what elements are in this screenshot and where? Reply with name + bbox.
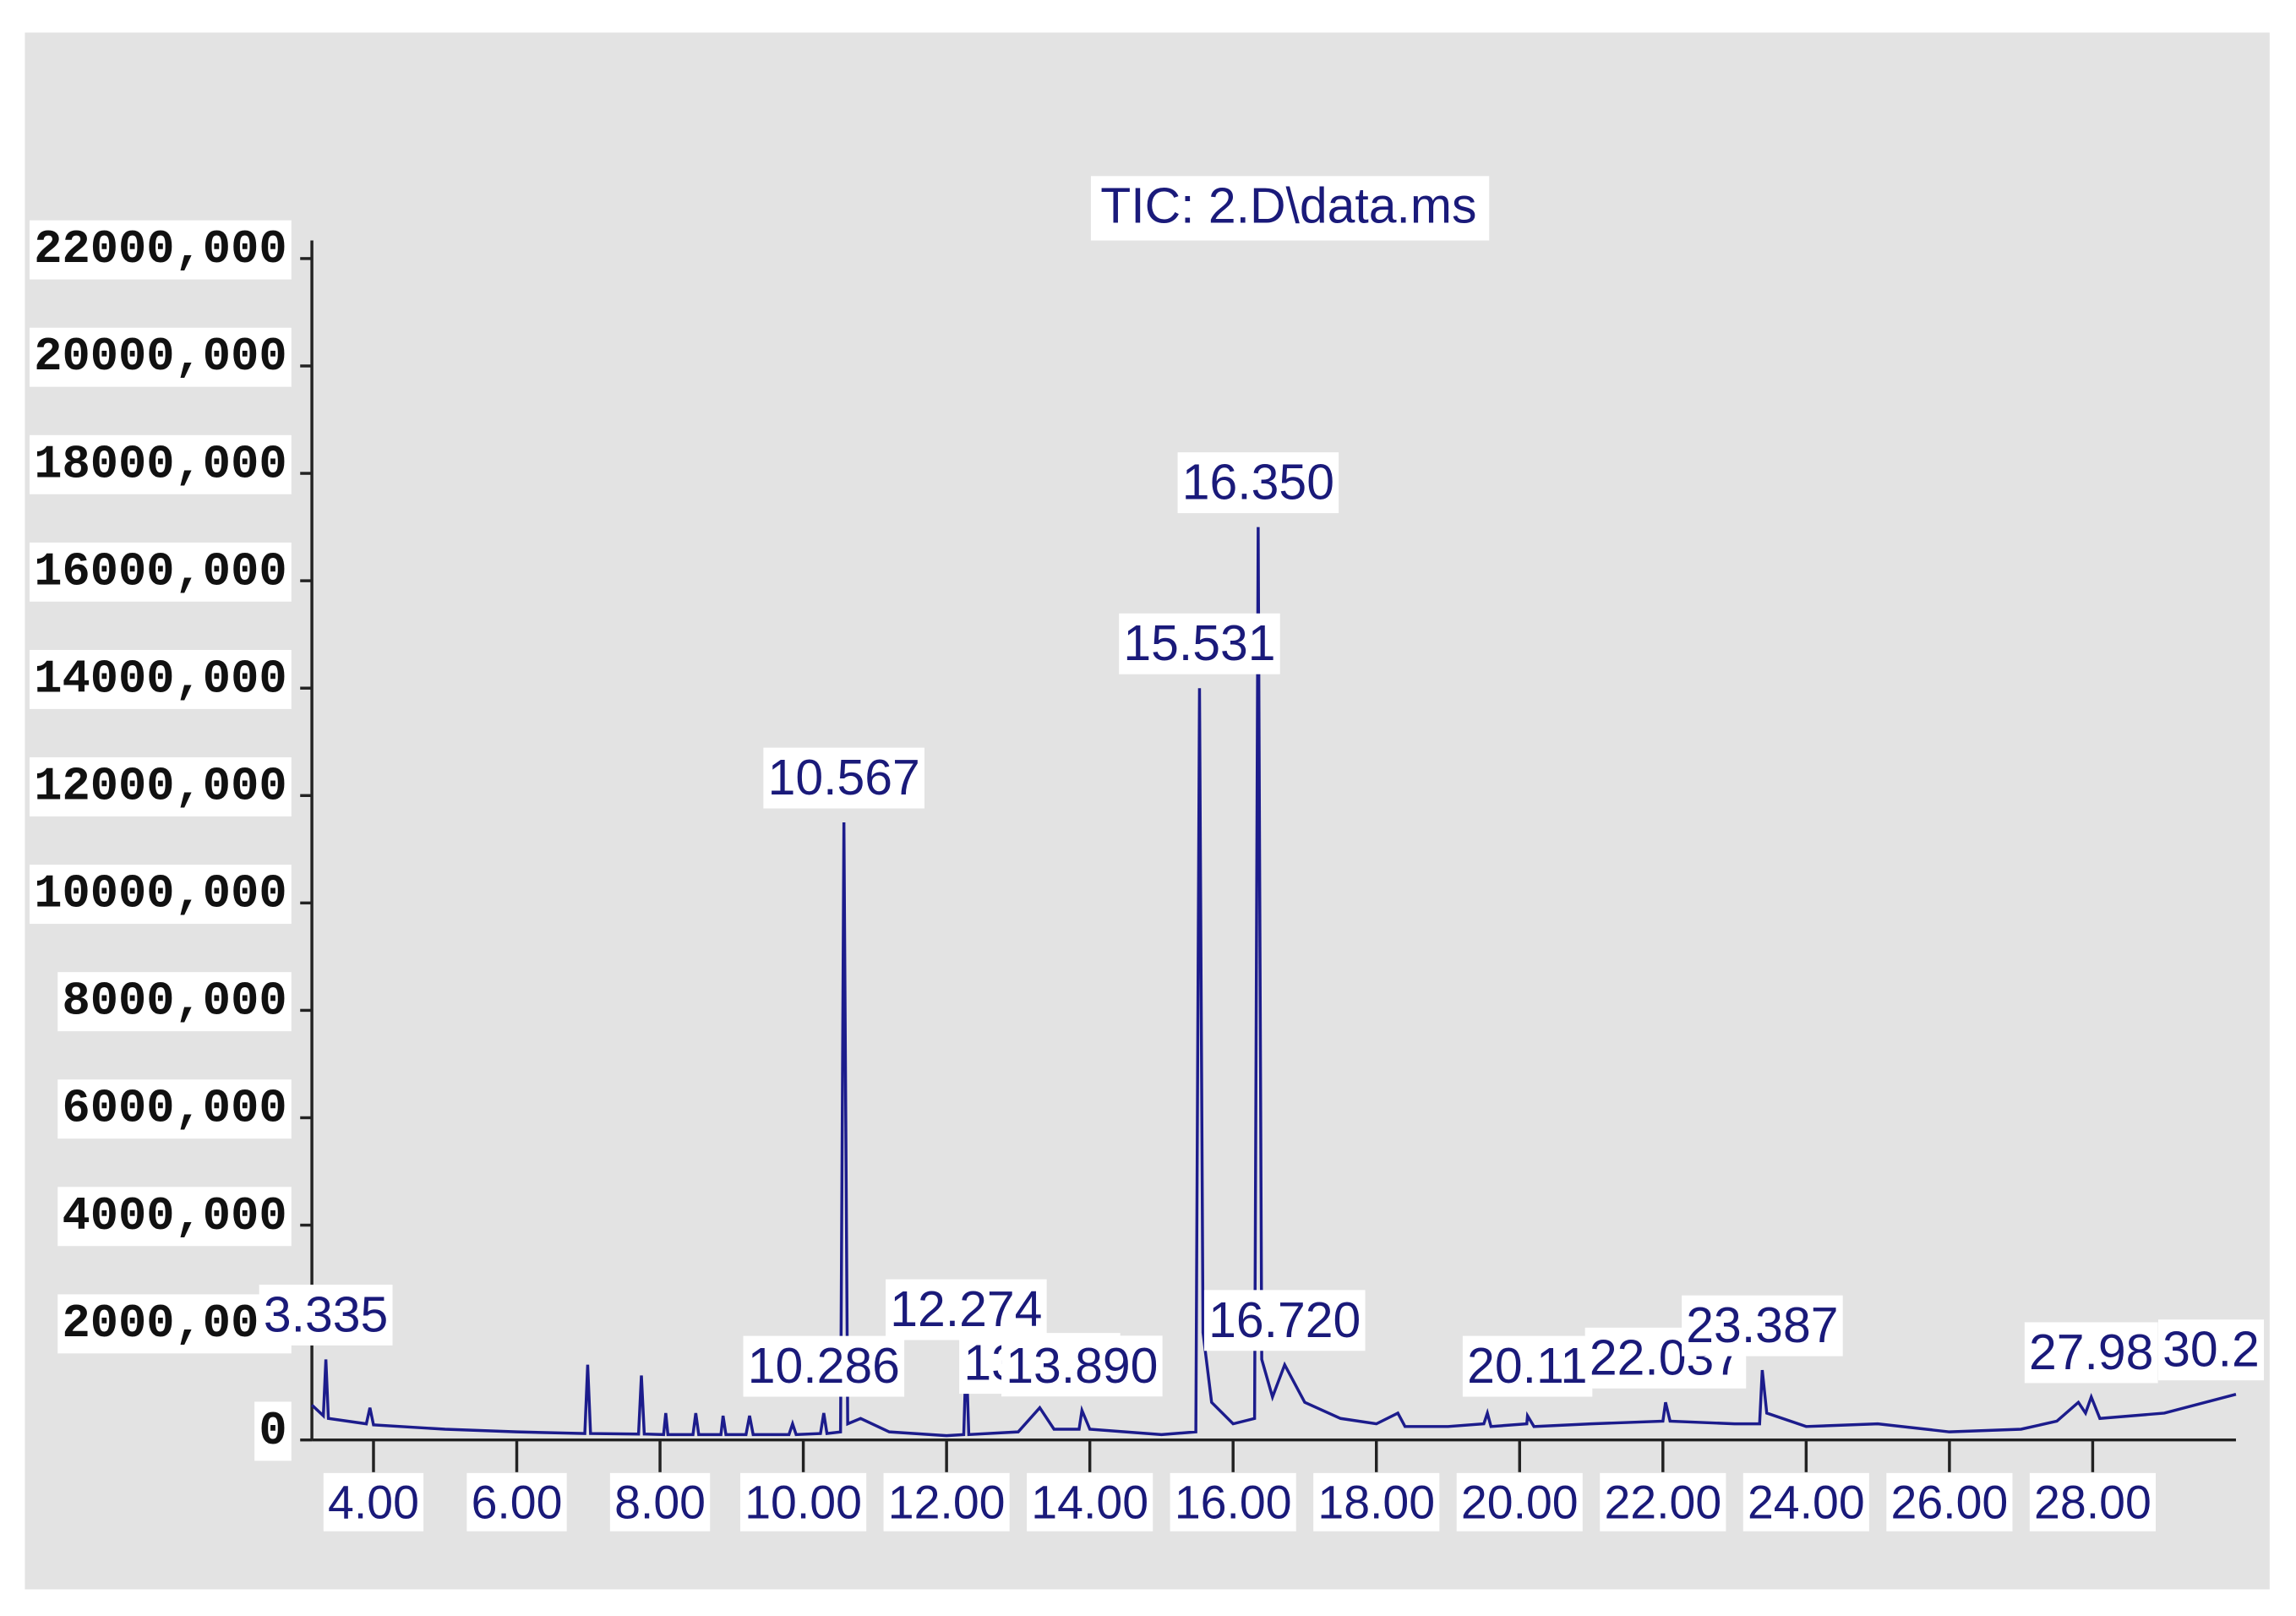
tic-trace — [310, 527, 2237, 1438]
y-tick-label: 0 — [259, 1405, 286, 1458]
x-tick-label: 8.00 — [614, 1476, 706, 1528]
x-tick-label-box — [740, 1472, 867, 1531]
peak-label: 12.274 — [890, 1282, 1042, 1337]
x-tick-label-box — [1170, 1472, 1296, 1531]
peak-label: 15.531 — [1123, 616, 1275, 671]
peak-label: 10.567 — [768, 751, 920, 805]
x-tick-label: 10.00 — [744, 1476, 862, 1528]
x-tick-label-box — [883, 1472, 1010, 1531]
y-tick-label-box — [254, 1401, 292, 1461]
y-tick-label: 8000,000 — [62, 975, 286, 1029]
x-tick-label-box — [1313, 1472, 1440, 1531]
y-tick-label: 14000,000 — [34, 652, 286, 706]
x-tick-label-box — [1742, 1472, 1869, 1531]
y-tick-label-box — [30, 542, 292, 602]
peak-label: 3.335 — [264, 1287, 388, 1342]
peak-label-box — [886, 1279, 1047, 1340]
x-tick-label: 14.00 — [1031, 1476, 1148, 1528]
x-tick-label-box — [2029, 1472, 2156, 1531]
x-tick-label: 22.00 — [1604, 1476, 1721, 1528]
peak-label-box — [1001, 1335, 1163, 1397]
x-tick-label: 24.00 — [1748, 1476, 1865, 1528]
y-tick-label-box — [57, 972, 292, 1032]
y-tick-label: 4000,000 — [62, 1190, 286, 1243]
peak-label: 23.387 — [1686, 1298, 1838, 1353]
y-tick-label-box — [30, 220, 292, 280]
x-tick-label-box — [1456, 1472, 1583, 1531]
x-tick-label: 18.00 — [1317, 1476, 1435, 1528]
chart-title: TIC: 2.D\data.ms — [1100, 179, 1476, 234]
peak-label-box — [1119, 613, 1280, 674]
y-tick-label: 18000,000 — [34, 438, 286, 491]
plot-background — [25, 32, 2270, 1590]
y-tick-label-box — [30, 327, 292, 387]
y-tick-label: 22000,000 — [34, 223, 286, 276]
x-tick-label: 28.00 — [2034, 1476, 2151, 1528]
peak-label: 16.720 — [1208, 1293, 1361, 1348]
x-tick-label: 16.00 — [1175, 1476, 1292, 1528]
peak-label-box — [2024, 1322, 2158, 1384]
x-tick-label-box — [609, 1472, 711, 1531]
x-tick-label-box — [323, 1472, 424, 1531]
peak-label-box — [1177, 452, 1339, 514]
y-tick-label: 16000,000 — [34, 545, 286, 598]
y-tick-label-box — [30, 649, 292, 709]
x-tick-label: 20.00 — [1461, 1476, 1579, 1528]
x-tick-label: 12.00 — [888, 1476, 1006, 1528]
x-tick-label-box — [1027, 1472, 1153, 1531]
peak-label-box — [1203, 1290, 1366, 1351]
y-tick-label-box — [57, 1187, 292, 1247]
x-tick-label-box — [1886, 1472, 2013, 1531]
y-tick-label: 10000,000 — [34, 868, 286, 921]
x-tick-label-box — [1600, 1472, 1726, 1531]
y-tick-label: 2000,000 — [62, 1297, 286, 1351]
x-tick-label: 4.00 — [328, 1476, 419, 1528]
y-tick-label-box — [57, 1079, 292, 1139]
y-tick-label-box — [57, 1294, 292, 1354]
peak-label: 10.286 — [748, 1339, 900, 1394]
peak-label: 16.350 — [1182, 456, 1334, 510]
y-tick-label-box — [30, 757, 292, 816]
y-tick-label-box — [30, 865, 292, 925]
y-tick-label: 12000,000 — [34, 761, 286, 814]
title-box — [1090, 176, 1490, 241]
peak-label-box — [1682, 1295, 1843, 1357]
peak-label-box — [763, 747, 924, 809]
peak-label: 27.98 — [2029, 1325, 2153, 1380]
peak-label-box — [743, 1335, 905, 1397]
peak-label: 30.2 — [2162, 1323, 2260, 1378]
peak-label-box — [2157, 1319, 2265, 1381]
peak-label-box — [1462, 1335, 1593, 1397]
peak-label: 13.890 — [1006, 1339, 1158, 1394]
peak-label-box — [259, 1284, 393, 1346]
y-tick-label-box — [30, 434, 292, 494]
peak-label: 20.11 — [1467, 1339, 1588, 1394]
y-tick-label: 6000,000 — [62, 1083, 286, 1136]
y-tick-label: 20000,000 — [34, 330, 286, 384]
x-tick-label: 6.00 — [472, 1476, 563, 1528]
x-tick-label: 26.00 — [1891, 1476, 2009, 1528]
x-tick-label-box — [466, 1472, 567, 1531]
